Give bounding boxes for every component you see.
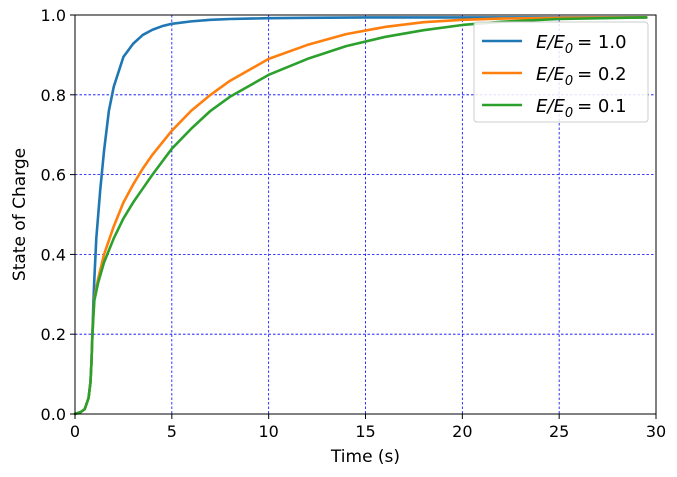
- legend-var-1: E/E: [536, 64, 565, 85]
- x-tick-label-1: 5: [167, 422, 177, 441]
- x-tick-label-5: 25: [549, 422, 569, 441]
- legend-box: [473, 21, 649, 123]
- legend-label-0: E/E0 = 1.0: [536, 32, 627, 57]
- legend-var-0: E/E: [536, 32, 565, 53]
- ticks: 0 5 10 15 20 25 30 0.0 0.2 0.4 0.6 0.8 1.0: [41, 6, 667, 441]
- y-tick-label-3: 0.6: [41, 166, 66, 185]
- x-tick-label-4: 20: [452, 422, 472, 441]
- legend-sub-1: 0: [565, 74, 573, 89]
- x-tick-label-2: 10: [258, 422, 278, 441]
- legend-sub-0: 0: [565, 42, 573, 57]
- y-tick-label-4: 0.8: [41, 86, 66, 105]
- x-tick-label-3: 15: [355, 422, 375, 441]
- y-tick-label-5: 1.0: [41, 6, 66, 25]
- series-lines: [73, 16, 648, 416]
- series-line-2: [73, 16, 648, 416]
- legend-label-2: E/E0 = 0.1: [536, 96, 627, 121]
- y-tick-label-1: 0.2: [41, 325, 66, 344]
- legend: E/E0 = 1.0E/E0 = 0.2E/E0 = 0.1: [473, 21, 649, 123]
- legend-label-1: E/E0 = 0.2: [536, 64, 627, 89]
- legend-var-2: E/E: [536, 96, 565, 117]
- y-tick-label-0: 0.0: [41, 405, 66, 424]
- x-axis-label: Time (s): [330, 447, 400, 467]
- legend-value-0: = 1.0: [577, 32, 626, 53]
- x-tick-label-0: 0: [70, 422, 80, 441]
- y-axis-label: State of Charge: [10, 148, 30, 281]
- legend-value-1: = 0.2: [577, 64, 626, 85]
- legend-sub-2: 0: [565, 106, 573, 121]
- x-tick-label-6: 30: [646, 422, 666, 441]
- legend-value-2: = 0.1: [577, 96, 626, 117]
- y-tick-label-2: 0.4: [41, 245, 66, 264]
